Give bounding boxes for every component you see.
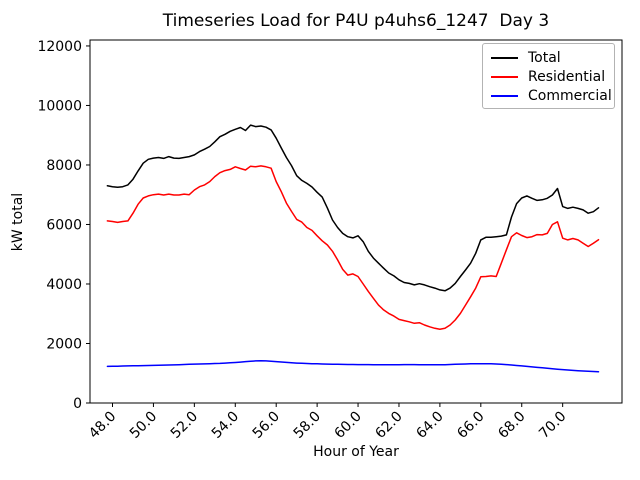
chart-title: Timeseries Load for P4U p4uhs6_1247 Day … [162,11,550,31]
legend-entry-total: Total [483,48,614,67]
y-tick-label: 6000 [46,217,82,233]
legend-label-total: Total [528,49,561,66]
x-tick-label: 70.0 [536,409,569,442]
y-tick-label: 0 [73,396,82,412]
residential-line [106,165,600,330]
x-tick-label: 58.0 [291,409,324,442]
legend-label-residential: Residential [528,68,606,85]
legend-entry-residential: Residential [483,67,614,86]
legend: Total Residential Commercial [482,43,615,109]
x-tick-label: 60.0 [332,409,365,442]
x-tick-label: 62.0 [372,409,405,442]
legend-label-commercial: Commercial [528,87,612,104]
commercial-line [106,359,600,373]
x-tick-label: 56.0 [250,409,283,442]
total-line-swatch [491,56,518,59]
x-tick-label: 48.0 [86,409,119,442]
total-line [106,124,600,292]
commercial-line-swatch [491,94,518,97]
legend-entry-commercial: Commercial [483,86,614,105]
y-tick-label: 10000 [37,98,82,114]
x-tick-label: 68.0 [495,409,528,442]
y-tick-label: 2000 [46,336,82,352]
y-axis-label: kW total [10,192,26,252]
x-tick-label: 64.0 [413,409,446,442]
x-tick-label: 50.0 [127,409,160,442]
x-tick-label: 66.0 [454,409,487,442]
x-axis-label: Hour of Year [313,444,399,460]
y-tick-label: 12000 [37,39,82,55]
x-tick-label: 54.0 [209,409,242,442]
y-tick-label: 8000 [46,158,82,174]
axes-frame [89,39,623,404]
x-tick-label: 52.0 [168,409,201,442]
y-tick-label: 4000 [46,277,82,293]
residential-line-swatch [491,75,518,78]
